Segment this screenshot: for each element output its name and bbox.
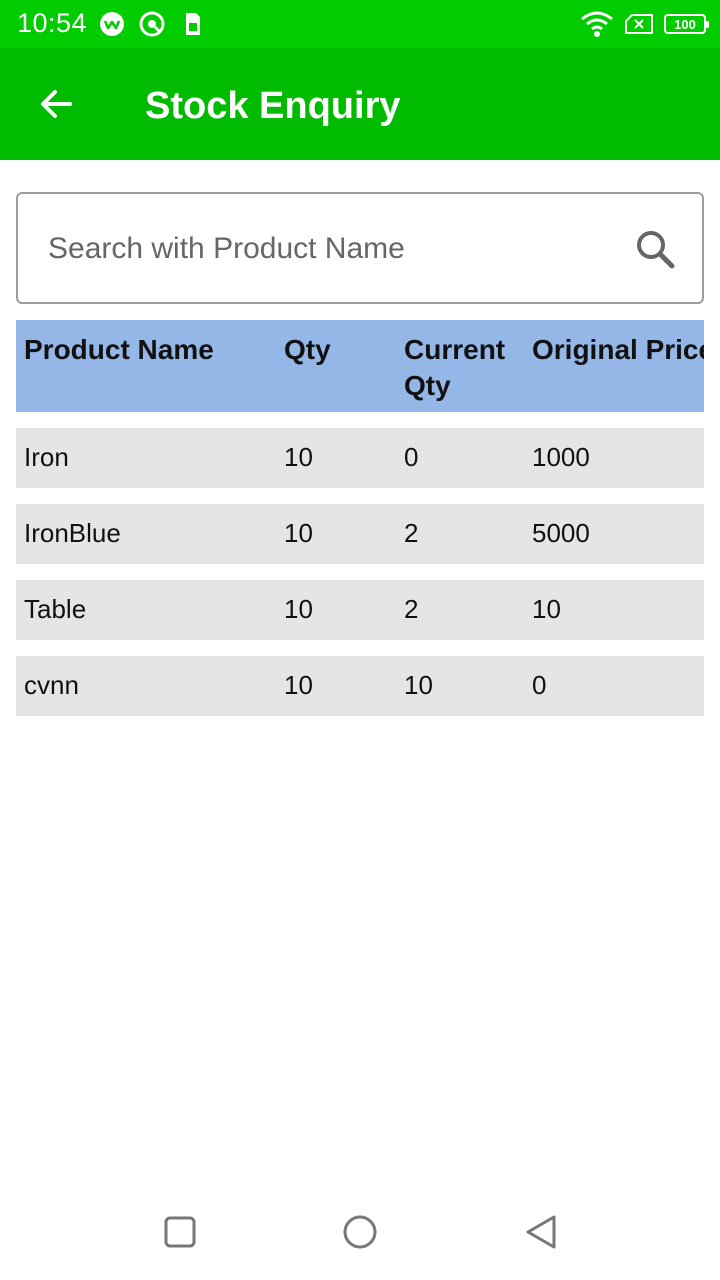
cell-current-qty: 0 xyxy=(404,442,419,472)
header-original-price: Original Price xyxy=(532,334,704,365)
cell-current-qty: 2 xyxy=(404,594,419,624)
sim-card-icon xyxy=(186,13,200,35)
cell-product-name: IronBlue xyxy=(24,518,121,548)
table-row[interactable]: cvnn 10 10 0 xyxy=(16,656,704,716)
recent-apps-icon[interactable] xyxy=(160,1212,200,1252)
cell-original-price: 5000 xyxy=(532,518,590,548)
system-nav-bar xyxy=(0,1184,720,1280)
cell-qty: 10 xyxy=(284,670,313,700)
app-bar: Stock Enquiry xyxy=(0,48,720,160)
notification-icons xyxy=(98,10,206,38)
table-row[interactable]: IronBlue 10 2 5000 xyxy=(16,504,704,564)
cell-product-name: Iron xyxy=(24,442,69,472)
status-right-icons: 100 xyxy=(580,10,709,38)
search-box[interactable] xyxy=(16,192,704,304)
battery-icon: 100 xyxy=(664,14,709,34)
cell-current-qty: 2 xyxy=(404,518,419,548)
cell-current-qty: 10 xyxy=(404,670,433,700)
header-current-qty: Current Qty xyxy=(404,334,506,401)
stock-table: Product Name Qty Current Qty Original Pr… xyxy=(16,320,704,716)
cell-original-price: 0 xyxy=(532,670,547,700)
cell-qty: 10 xyxy=(284,442,313,472)
app-notification-icon xyxy=(139,11,165,37)
battery-level: 100 xyxy=(674,16,696,32)
table-row[interactable]: Table 10 2 10 xyxy=(16,580,704,640)
search-input[interactable] xyxy=(48,224,608,274)
cell-product-name: Table xyxy=(24,594,87,624)
search-icon[interactable] xyxy=(634,228,676,270)
table-header: Product Name Qty Current Qty Original Pr… xyxy=(16,320,704,412)
cell-product-name: cvnn xyxy=(24,670,79,700)
wifi-signal-icon xyxy=(581,11,613,37)
table-row[interactable]: Iron 10 0 1000 xyxy=(16,428,704,488)
header-product-name: Product Name xyxy=(24,334,214,365)
cell-original-price: 1000 xyxy=(532,442,590,472)
arrow-left-icon[interactable] xyxy=(36,84,76,124)
cell-qty: 10 xyxy=(284,518,313,548)
status-time: 10:54 xyxy=(17,8,88,38)
no-sim-icon xyxy=(625,14,653,34)
cell-qty: 10 xyxy=(284,594,313,624)
page-title: Stock Enquiry xyxy=(145,85,401,127)
home-icon[interactable] xyxy=(340,1212,380,1252)
cell-original-price: 10 xyxy=(532,594,561,624)
status-bar: 10:54 100 xyxy=(0,0,720,48)
back-icon[interactable] xyxy=(520,1212,560,1252)
wechat-notification-icon xyxy=(100,12,124,36)
header-qty: Qty xyxy=(284,334,331,365)
